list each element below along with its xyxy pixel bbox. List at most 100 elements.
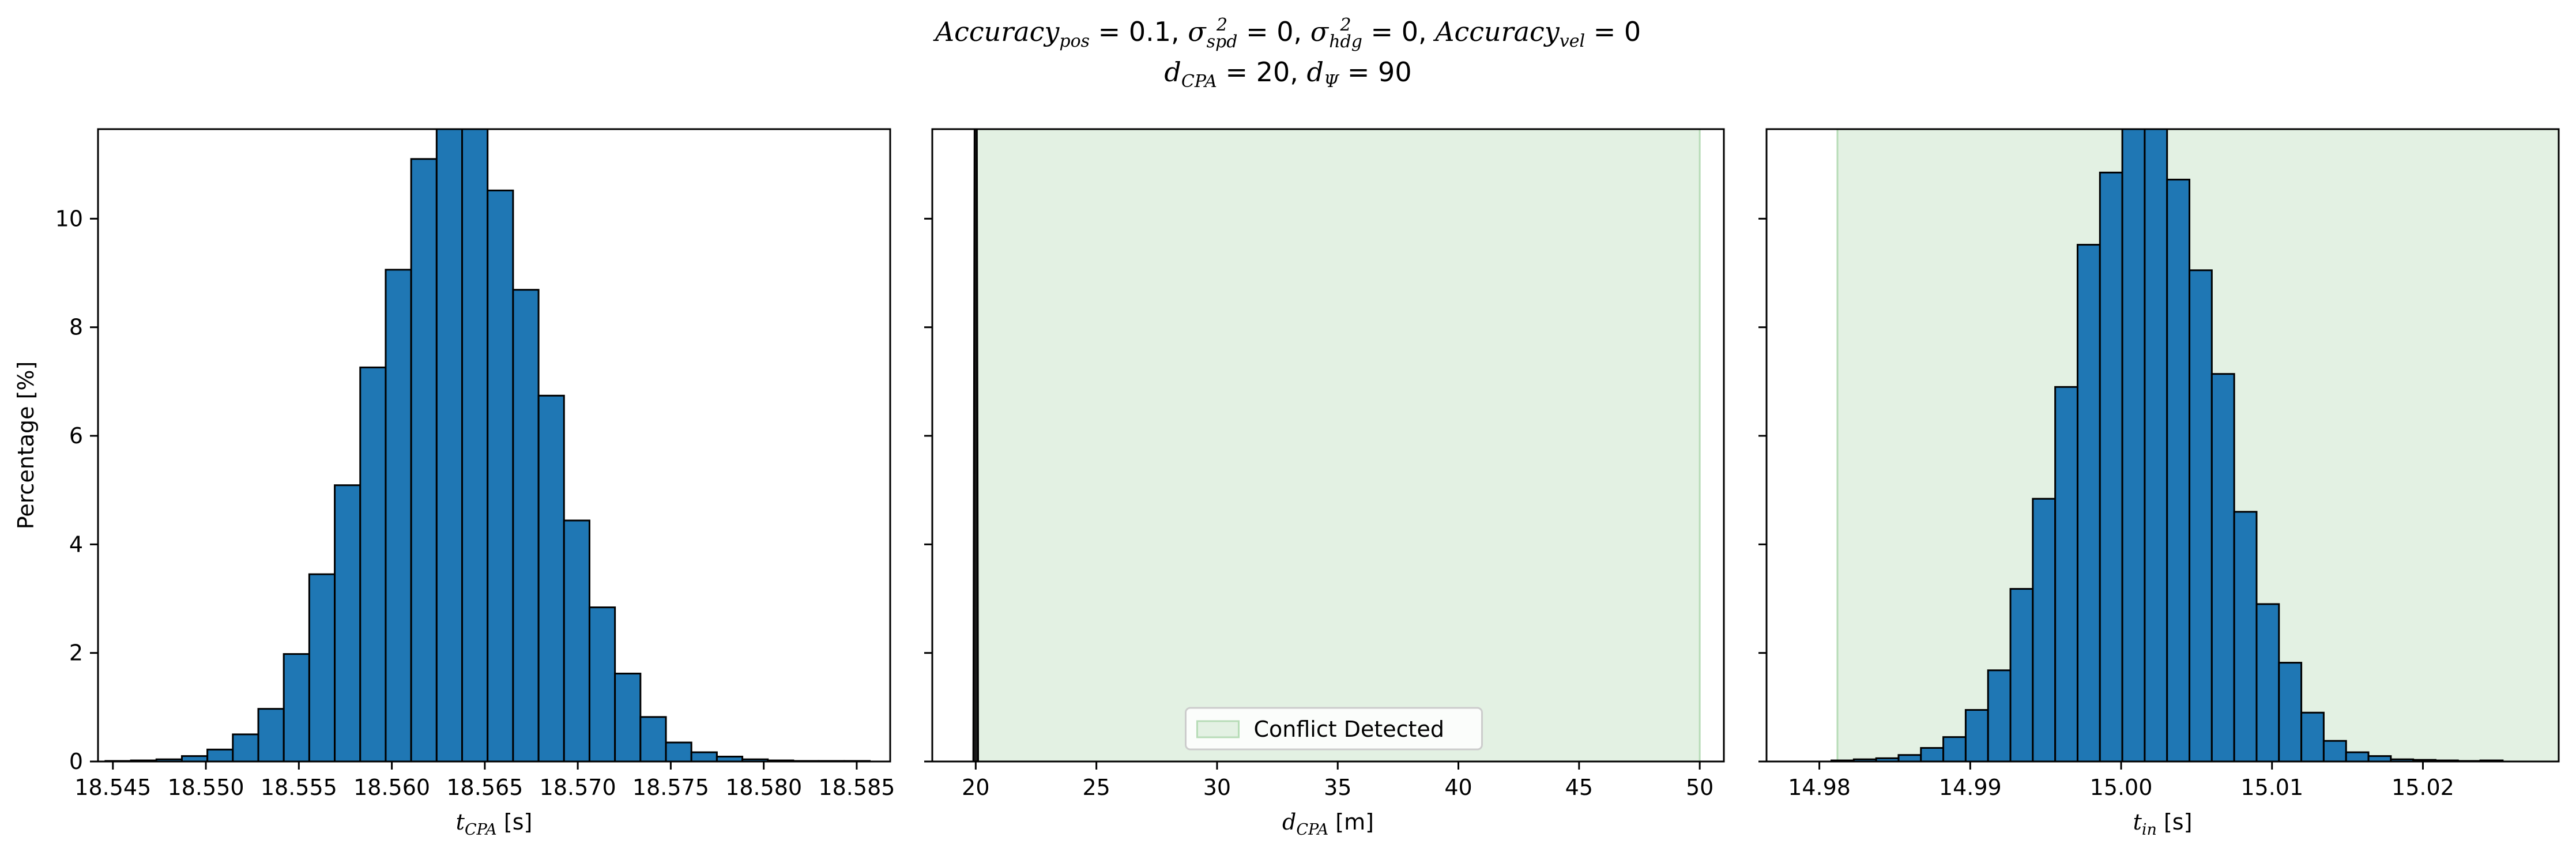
x-axis-label: tin [s] [2133, 809, 2193, 839]
legend-swatch [1196, 720, 1240, 738]
plot-area [1831, 129, 2559, 761]
histogram-bar [2300, 711, 2325, 761]
axes-frame [1765, 128, 2560, 763]
title-part: = 0, [1237, 16, 1310, 47]
x-tick-label: 18.565 [446, 775, 523, 800]
x-axis-label: tCPA [s] [456, 809, 533, 839]
histogram-bar [2189, 269, 2213, 761]
title-part: = 0, [1362, 16, 1436, 47]
histogram-bar [1942, 736, 1967, 761]
panel-2: 20 25 30 35 40 45 50 dCPA [m] Conflict Detected [924, 128, 1725, 839]
x-tick-label: 18.570 [540, 775, 616, 800]
x-tick-label: 14.99 [1939, 775, 2002, 800]
title-part: = 0 [1585, 16, 1641, 47]
histogram-bar [487, 189, 514, 761]
legend-box [1185, 707, 1483, 751]
title-part: = 90 [1339, 56, 1412, 88]
histogram-bar [2166, 179, 2191, 761]
histogram-bar [435, 129, 464, 761]
histogram-bar [2210, 373, 2235, 761]
y-tick-label: 2 [69, 640, 83, 666]
x-tick-label: 15.00 [2090, 775, 2153, 800]
title-part: = 20, [1217, 56, 1307, 88]
histogram-bar [2144, 129, 2168, 761]
axes-frame [931, 128, 1725, 763]
histogram-bar [2032, 497, 2057, 761]
histogram-bar [537, 394, 565, 761]
histogram-bar [2054, 386, 2078, 761]
histogram-bar [2076, 244, 2101, 761]
axes-frame [97, 128, 891, 763]
histogram-bar [308, 573, 336, 761]
histogram-bar [690, 751, 718, 761]
x-tick-label: 25 [1082, 775, 1110, 800]
histogram-bar [2233, 511, 2258, 761]
x-tick-label: 18.550 [168, 775, 244, 800]
histogram-bar [1897, 754, 1922, 761]
histogram-bar [1987, 669, 2012, 761]
title-part: Accuracy [935, 16, 1060, 47]
title-sup-sub: 2 spd [1206, 15, 1238, 52]
histogram-bar [2322, 740, 2347, 761]
histogram-bar [1964, 709, 1989, 761]
figure-title-line-1: Accuracypos = 0.1, σ 2 spd = 0, σ 2 hdg = 0,… [0, 17, 2576, 50]
x-tick-label: 15.02 [2392, 775, 2454, 800]
x-tick-label: 18.580 [725, 775, 802, 800]
x-tick-label: 35 [1324, 775, 1351, 800]
figure-title-line-2: dCPA = 20, dΨ = 90 [0, 59, 2576, 91]
histogram-bar [334, 484, 361, 761]
panel-3: 14.98 14.99 15.00 15.01 15.02 tin [s] [1758, 128, 2560, 839]
x-tick-label: 14.98 [1788, 775, 1851, 800]
histogram-bar [257, 708, 285, 761]
histogram-bar [410, 158, 438, 761]
title-part: Ψ [1323, 71, 1339, 92]
title-part: Accuracy [1435, 16, 1560, 47]
histogram-bar [206, 748, 234, 761]
y-tick-label: 8 [69, 315, 83, 340]
y-tick-label: 0 [69, 749, 83, 774]
title-part: σ [1310, 16, 1329, 47]
histogram-bar [1920, 747, 1945, 761]
conflict-region [974, 129, 1701, 761]
y-tick-label: 10 [55, 206, 83, 231]
histogram-bar [665, 741, 692, 761]
x-tick-label: 50 [1686, 775, 1713, 800]
histogram-bar [563, 519, 590, 761]
histogram-bar [283, 653, 310, 761]
title-part: pos [1059, 31, 1090, 52]
x-tick-label: 15.01 [2240, 775, 2303, 800]
histogram-bar [2121, 129, 2146, 761]
title-part: = 0.1, [1090, 16, 1188, 47]
y-tick-label: 4 [69, 531, 83, 557]
x-tick-label: 45 [1565, 775, 1593, 800]
x-tick-label: 30 [1203, 775, 1231, 800]
title-part: vel [1559, 31, 1585, 52]
histogram-bar [2009, 588, 2034, 761]
histogram-bar [385, 269, 412, 761]
y-tick-label: 6 [69, 423, 83, 448]
title-sup-sub: 2 hdg [1329, 15, 1362, 52]
distance-spike [972, 129, 980, 761]
x-tick-label: 18.545 [74, 775, 151, 800]
histogram-bar [588, 606, 616, 761]
title-part: d [1306, 56, 1324, 88]
panel-1: 18.545 18.550 18.555 18.560 18.565 18.570 18.5… [13, 128, 895, 839]
histogram-bar [2345, 751, 2370, 761]
y-axis-label: Percentage [%] [13, 361, 39, 530]
x-tick-label: 40 [1444, 775, 1472, 800]
plot-area [972, 129, 1701, 761]
x-tick-label: 18.585 [818, 775, 895, 800]
x-axis-label: dCPA [m] [1282, 809, 1374, 839]
histogram-bar [639, 716, 667, 761]
histogram-bar [512, 289, 540, 761]
histogram-bar [2255, 603, 2280, 761]
histogram-bar [2099, 171, 2123, 761]
histogram-bar [359, 366, 387, 761]
x-tick-label: 18.575 [632, 775, 709, 800]
histogram-bar [461, 129, 489, 761]
x-tick-label: 18.560 [353, 775, 430, 800]
title-part: CPA [1181, 71, 1217, 92]
title-part: d [1164, 56, 1181, 88]
legend-label: Conflict Detected [1254, 717, 1444, 742]
